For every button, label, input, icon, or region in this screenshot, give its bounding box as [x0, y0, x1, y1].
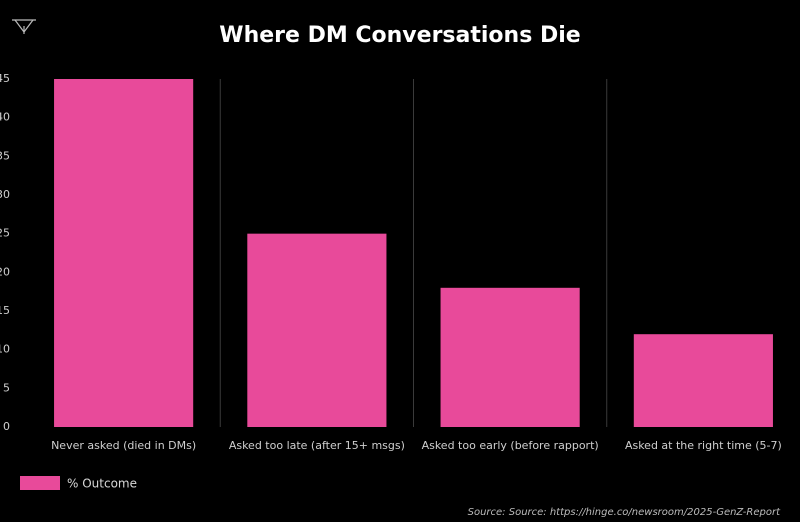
- chart-title: Where DM Conversations Die: [219, 23, 580, 48]
- bar: [247, 233, 387, 427]
- y-tick-label: 45: [0, 72, 10, 85]
- y-tick-label: 20: [0, 265, 10, 278]
- y-tick-label: 10: [0, 343, 10, 356]
- logo-icon: [12, 19, 36, 34]
- y-tick-label: 25: [0, 227, 10, 240]
- legend-swatch: [20, 476, 60, 490]
- y-tick-label: 0: [3, 420, 10, 433]
- bar: [633, 334, 773, 427]
- y-tick-label: 15: [0, 304, 10, 317]
- y-tick-label: 35: [0, 149, 10, 162]
- x-tick-label: Asked too late (after 15+ msgs): [229, 439, 405, 452]
- y-tick-label: 30: [0, 188, 10, 201]
- x-tick-label: Never asked (died in DMs): [51, 439, 196, 452]
- source-note: Source: Source: https://hinge.co/newsroo…: [468, 507, 781, 518]
- x-tick-label: Asked at the right time (5-7): [625, 439, 782, 452]
- y-tick-label: 40: [0, 111, 10, 124]
- legend-label: % Outcome: [67, 477, 137, 491]
- bar: [54, 79, 194, 427]
- bar: [440, 287, 580, 427]
- y-tick-label: 5: [3, 381, 10, 394]
- x-tick-label: Asked too early (before rapport): [422, 439, 599, 452]
